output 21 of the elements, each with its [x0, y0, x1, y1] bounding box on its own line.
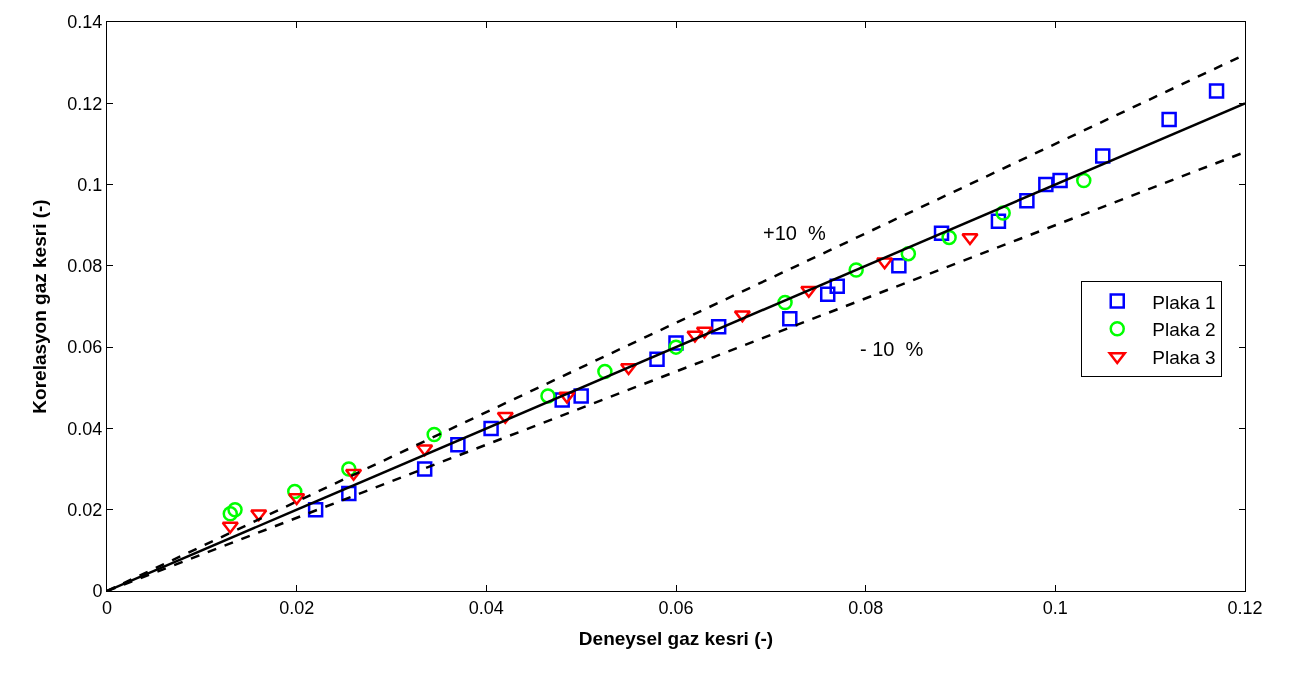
x-tick-label: 0.02: [279, 597, 315, 618]
x-tick-label: 0.1: [1042, 597, 1068, 618]
y-tick-label: 0.06: [67, 337, 103, 358]
y-tick-label: 0.12: [67, 93, 103, 114]
annotation: - 10 %: [860, 338, 924, 360]
y-tick-label: 0: [92, 581, 103, 602]
x-tick-label: 0.12: [1227, 597, 1263, 618]
y-axis-title: Korelasyon gaz kesri (-): [29, 199, 51, 414]
annotation: +10 %: [763, 222, 827, 244]
y-tick-label: 0.1: [77, 174, 103, 195]
legend-label: Plaka 2: [1152, 319, 1216, 341]
legend-label: Plaka 1: [1152, 291, 1216, 313]
y-tick-label: 0.02: [67, 500, 103, 521]
x-tick-label: 0.04: [468, 597, 504, 618]
x-tick-label: 0.06: [658, 597, 694, 618]
y-tick-label: 0.14: [67, 12, 103, 33]
y-tick-label: 0.08: [67, 256, 103, 277]
x-tick-label: 0.08: [848, 597, 884, 618]
legend-label: Plaka 3: [1152, 346, 1216, 368]
y-tick-label: 0.04: [67, 418, 103, 439]
x-axis-title: Deneysel gaz kesri (-): [578, 628, 774, 650]
